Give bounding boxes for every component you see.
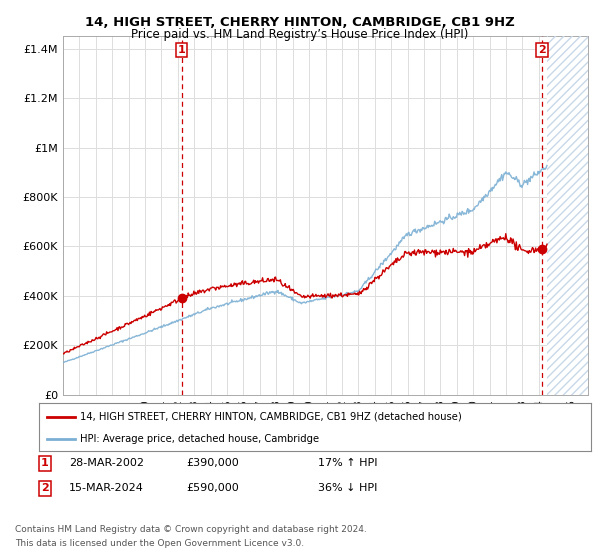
Text: £590,000: £590,000 [186,483,239,493]
Text: 17% ↑ HPI: 17% ↑ HPI [318,458,377,468]
Text: 28-MAR-2002: 28-MAR-2002 [69,458,144,468]
Text: Price paid vs. HM Land Registry’s House Price Index (HPI): Price paid vs. HM Land Registry’s House … [131,28,469,41]
Text: 1: 1 [178,45,185,55]
Text: 15-MAR-2024: 15-MAR-2024 [69,483,144,493]
Text: 14, HIGH STREET, CHERRY HINTON, CAMBRIDGE, CB1 9HZ: 14, HIGH STREET, CHERRY HINTON, CAMBRIDG… [85,16,515,29]
Text: HPI: Average price, detached house, Cambridge: HPI: Average price, detached house, Camb… [80,434,320,444]
Text: 36% ↓ HPI: 36% ↓ HPI [318,483,377,493]
Text: 2: 2 [41,483,49,493]
Text: Contains HM Land Registry data © Crown copyright and database right 2024.: Contains HM Land Registry data © Crown c… [15,525,367,534]
Text: £390,000: £390,000 [186,458,239,468]
Text: 2: 2 [538,45,546,55]
Text: 14, HIGH STREET, CHERRY HINTON, CAMBRIDGE, CB1 9HZ (detached house): 14, HIGH STREET, CHERRY HINTON, CAMBRIDG… [80,412,462,422]
Text: This data is licensed under the Open Government Licence v3.0.: This data is licensed under the Open Gov… [15,539,304,548]
Polygon shape [547,36,588,395]
Text: 1: 1 [41,458,49,468]
